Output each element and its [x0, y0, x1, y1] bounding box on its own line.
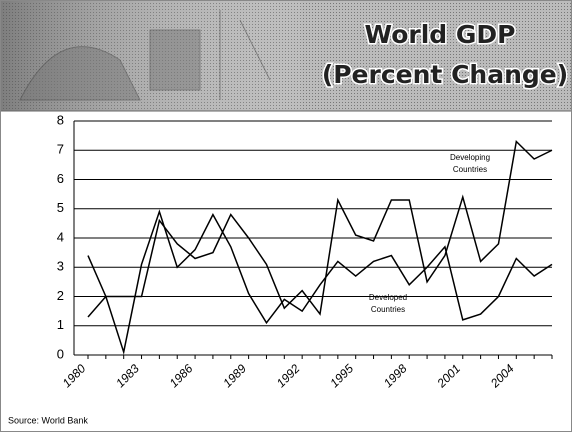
chart-title: World GDP [365, 20, 516, 49]
annotation: Developing [450, 153, 490, 162]
annotation: Developed [369, 293, 407, 302]
y-tick-label: 3 [57, 259, 64, 274]
y-tick-label: 8 [57, 112, 64, 127]
y-tick-label: 0 [57, 346, 64, 361]
header-photo-shapes [19, 10, 271, 101]
y-tick-label: 7 [57, 142, 64, 157]
chart-title: (Percent Change) [322, 60, 568, 89]
y-tick-label: 4 [57, 229, 64, 244]
annotation: Countries [371, 305, 405, 314]
annotation: Countries [453, 165, 487, 174]
y-tick-label: 2 [57, 288, 64, 303]
y-tick-label: 1 [57, 317, 64, 332]
series-line [87, 209, 553, 356]
source-note: Source: World Bank [8, 415, 88, 425]
y-tick-label: 6 [57, 171, 64, 186]
y-tick-label: 5 [57, 200, 64, 215]
